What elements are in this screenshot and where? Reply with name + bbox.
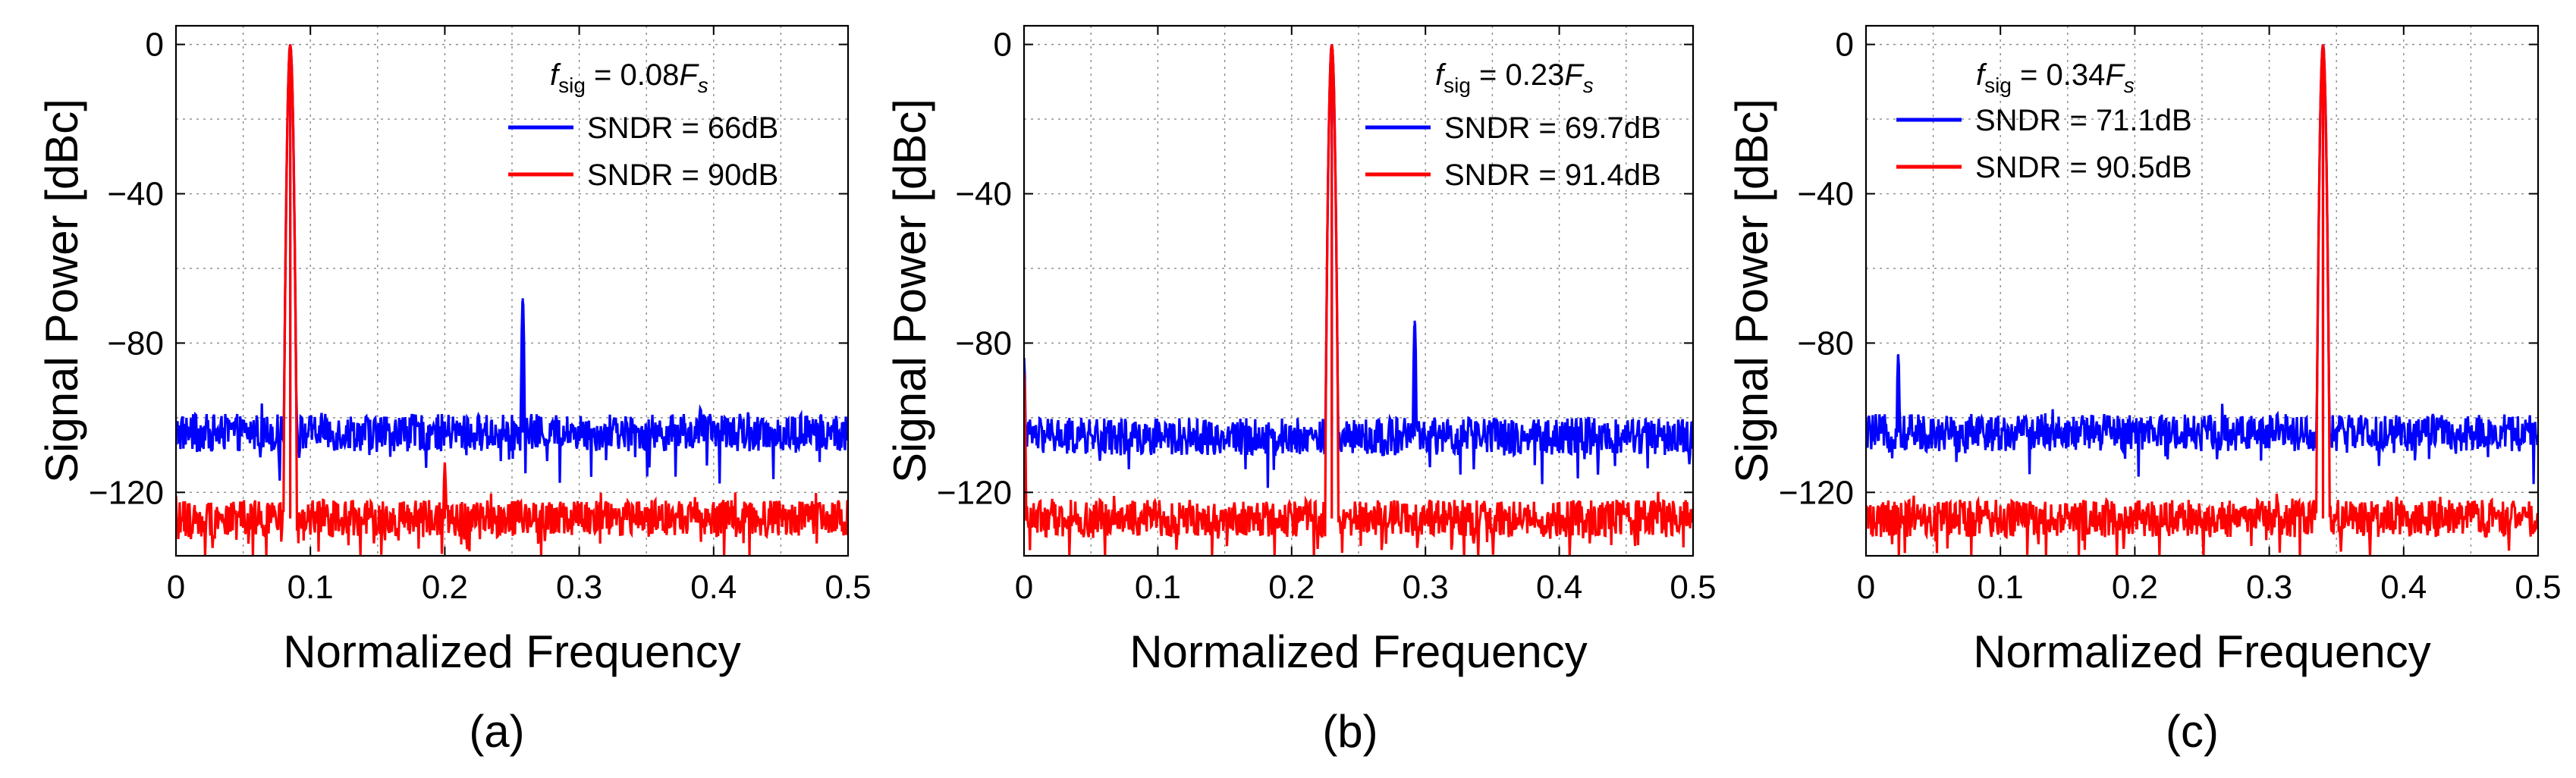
legend-label: SNDR = 69.7dB bbox=[1444, 111, 1661, 145]
x-axis-label: Normalized Frequency bbox=[283, 626, 741, 677]
y-tick-label: −80 bbox=[1797, 325, 1854, 362]
plot-frame bbox=[1864, 24, 2540, 557]
legend-label: SNDR = 66dB bbox=[587, 111, 778, 145]
y-tick-label: −40 bbox=[107, 176, 164, 213]
y-tick-label: 0 bbox=[994, 27, 1012, 64]
x-tick-label: 0.2 bbox=[2112, 569, 2158, 606]
series-trace-red bbox=[1024, 44, 1693, 556]
x-axis-label: Normalized Frequency bbox=[1129, 626, 1588, 677]
series-trace-blue bbox=[1024, 44, 1693, 488]
fsig-annotation: fsig = 0.08Fs bbox=[550, 58, 708, 97]
x-tick-label: 0.5 bbox=[825, 569, 871, 606]
y-tick-label: −120 bbox=[89, 474, 164, 511]
panel-label: (c) bbox=[2166, 706, 2219, 757]
x-tick-label: 0.2 bbox=[422, 569, 468, 606]
y-axis-label: Signal Power [dBc] bbox=[36, 99, 87, 483]
panel-label: (b) bbox=[1322, 706, 1378, 757]
y-tick-label: −80 bbox=[107, 325, 164, 362]
y-tick-label: −120 bbox=[937, 474, 1012, 511]
x-tick-label: 0 bbox=[1857, 569, 1875, 606]
series-trace-red bbox=[1866, 44, 2538, 556]
panel-b: 0 0.1 0.2 0.3 0.4 0.5 0 −40 −80 −120 Normalized Fr… bbox=[884, 24, 1717, 757]
x-tick-label: 0.4 bbox=[1536, 569, 1582, 606]
y-tick-label: −40 bbox=[1797, 176, 1854, 213]
legend-label: SNDR = 71.1dB bbox=[1975, 104, 2192, 137]
y-tick-label: 0 bbox=[1836, 27, 1854, 64]
x-tick-label: 0.4 bbox=[690, 569, 737, 606]
fsig-annotation: fsig = 0.34Fs bbox=[1976, 58, 2135, 97]
series-trace-red bbox=[176, 44, 848, 556]
x-tick-label: 0.3 bbox=[1403, 569, 1449, 606]
x-tick-label: 0 bbox=[1015, 569, 1033, 606]
x-tick-label: 0.3 bbox=[2246, 569, 2292, 606]
y-axis-label: Signal Power [dBc] bbox=[1726, 99, 1777, 483]
x-tick-label: 0.1 bbox=[287, 569, 334, 606]
panel-c: 0 0.1 0.2 0.3 0.4 0.5 0 −40 −80 −120 Normalized Fr… bbox=[1726, 24, 2562, 757]
series-trace-blue bbox=[1866, 44, 2538, 485]
plot-frame bbox=[174, 24, 850, 557]
panel-a: 0 0.1 0.2 0.3 0.4 0.5 0 −40 −80 −120 Normalized Fr… bbox=[36, 24, 872, 757]
x-tick-label: 0 bbox=[167, 569, 185, 606]
fsig-annotation: fsig = 0.23Fs bbox=[1435, 58, 1594, 97]
x-tick-label: 0.2 bbox=[1268, 569, 1315, 606]
x-tick-label: 0.5 bbox=[2515, 569, 2561, 606]
y-axis-label: Signal Power [dBc] bbox=[884, 99, 935, 483]
x-tick-label: 0.1 bbox=[1978, 569, 2024, 606]
x-tick-label: 0.1 bbox=[1135, 569, 1181, 606]
x-tick-label: 0.3 bbox=[556, 569, 602, 606]
panel-label: (a) bbox=[469, 706, 524, 757]
y-tick-label: −40 bbox=[955, 176, 1012, 213]
y-tick-label: −120 bbox=[1779, 474, 1854, 511]
x-tick-label: 0.5 bbox=[1670, 569, 1716, 606]
legend-label: SNDR = 90.5dB bbox=[1975, 151, 2192, 184]
y-tick-label: −80 bbox=[955, 325, 1012, 362]
plot-frame bbox=[1023, 24, 1695, 557]
x-axis-label: Normalized Frequency bbox=[1973, 626, 2431, 677]
legend-label: SNDR = 91.4dB bbox=[1444, 158, 1661, 192]
series-trace-blue bbox=[176, 44, 848, 484]
y-tick-label: 0 bbox=[146, 27, 164, 64]
legend-label: SNDR = 90dB bbox=[587, 158, 778, 192]
x-tick-label: 0.4 bbox=[2380, 569, 2427, 606]
